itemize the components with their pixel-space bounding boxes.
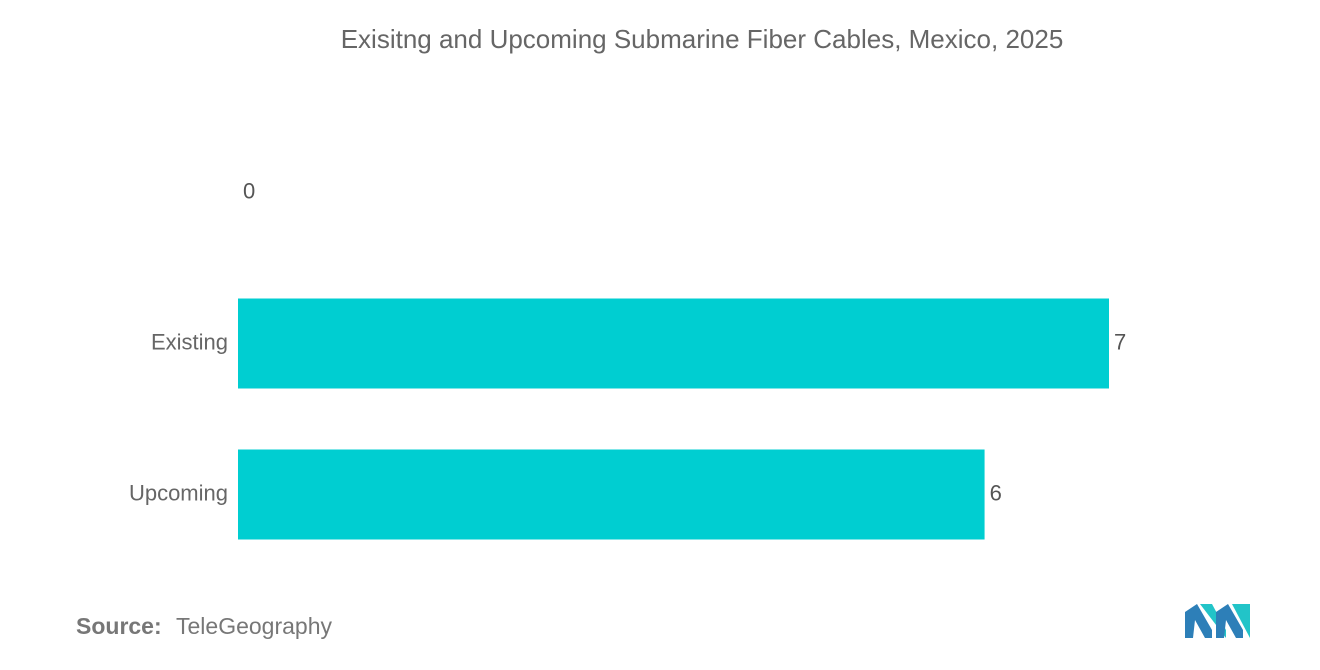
value-label: 7 (1114, 329, 1126, 354)
source: TeleGeography (176, 613, 332, 639)
chart-title: Exisitng and Upcoming Submarine Fiber Ca… (341, 24, 1064, 54)
source-label: Source: (76, 613, 162, 639)
y-tick-label: Upcoming (129, 480, 228, 505)
value-label: 6 (990, 480, 1002, 505)
bar (238, 298, 1109, 389)
bar (238, 449, 985, 540)
logo (1185, 604, 1250, 638)
y-tick-label: Existing (151, 329, 228, 354)
value-label: 0 (243, 178, 255, 203)
